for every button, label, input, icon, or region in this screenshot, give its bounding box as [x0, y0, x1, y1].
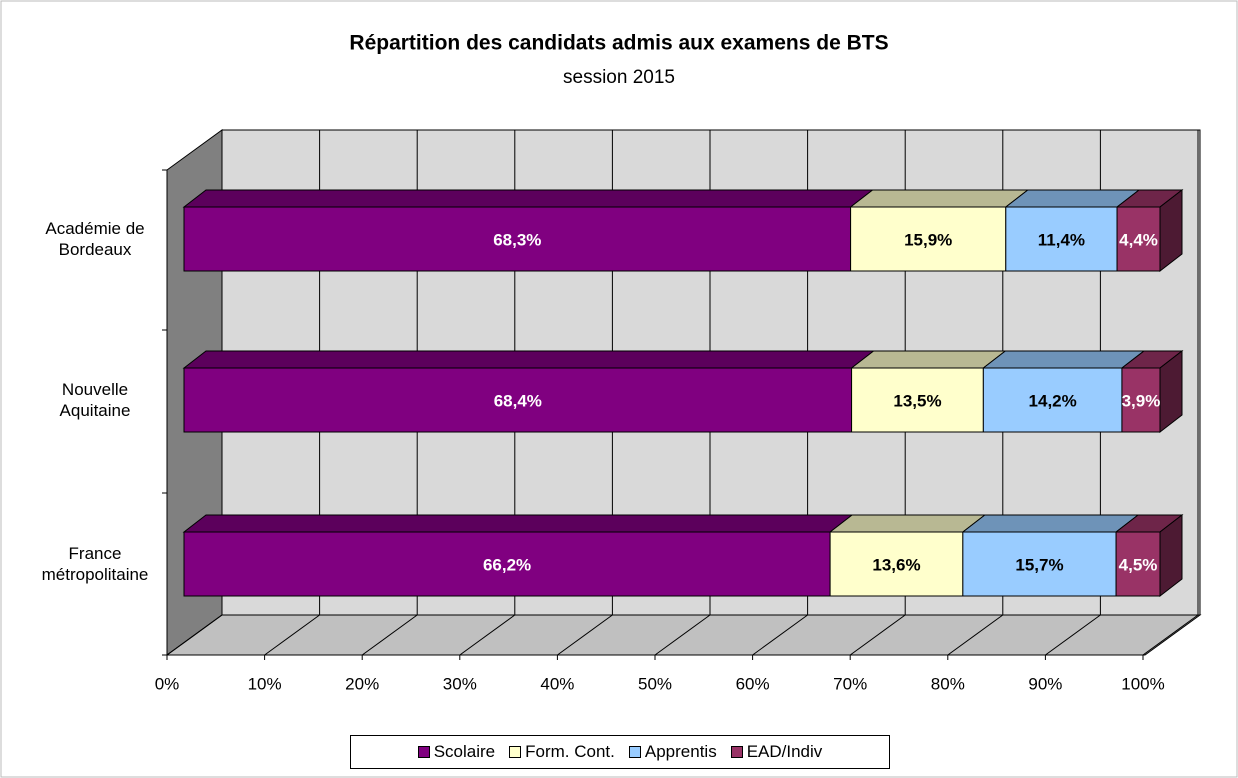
- data-label: 68,3%: [493, 230, 541, 249]
- bar: [850, 206, 1007, 272]
- bar-top: [961, 514, 1140, 533]
- floor-grid-line: [557, 614, 613, 656]
- bar: [1005, 206, 1118, 272]
- floor-grid-line: [166, 614, 223, 656]
- floor: [165, 614, 1202, 656]
- data-label: 4,4%: [1119, 230, 1158, 249]
- x-tick-label: 40%: [540, 674, 574, 693]
- bar: [962, 531, 1117, 597]
- data-label: 15,7%: [1015, 555, 1063, 574]
- legend-item: Form. Cont.: [509, 742, 615, 762]
- chart-subtitle: session 2015: [563, 67, 675, 88]
- floor-grid-line: [752, 614, 808, 656]
- bars: 68,3% 15,9% 11,4% 4,4% 68,4% 13,5% 14,2% 3,9% 66…: [182, 188, 1184, 598]
- x-tick-label: 10%: [248, 674, 282, 693]
- bar-top: [182, 514, 854, 533]
- legend-swatch: [509, 746, 522, 758]
- data-label: 4,5%: [1119, 555, 1158, 574]
- bar: [1115, 531, 1161, 597]
- floor-grid-line: [1045, 614, 1101, 656]
- x-tick-label: 90%: [1028, 674, 1062, 693]
- floor-grid-line: [264, 614, 320, 656]
- floor-grid-line: [947, 614, 1004, 656]
- x-tick-label: 50%: [638, 674, 672, 693]
- legend-label: Form. Cont.: [525, 742, 615, 761]
- data-label: 3,9%: [1122, 391, 1161, 410]
- floor-grid-line: [459, 614, 516, 656]
- bar-side: [1159, 513, 1183, 598]
- bar: [183, 206, 852, 272]
- bar: [1116, 206, 1161, 272]
- data-label: 13,5%: [893, 391, 941, 410]
- bar: [851, 367, 984, 433]
- bar-top: [850, 350, 1007, 369]
- data-label: 13,6%: [872, 555, 920, 574]
- x-tick-label: 80%: [931, 674, 965, 693]
- data-label: 14,2%: [1029, 391, 1077, 410]
- bar-top: [182, 350, 876, 369]
- bar: [982, 367, 1123, 433]
- x-tick-label: 20%: [345, 674, 379, 693]
- floor-grid-line: [1142, 614, 1199, 656]
- bar: [183, 531, 831, 597]
- legend-label: EAD/Indiv: [746, 742, 823, 761]
- legend-item: Apprentis: [628, 742, 717, 762]
- x-tick-label: 0%: [155, 674, 180, 693]
- legend-label: Apprentis: [644, 742, 717, 761]
- floor-grid-line: [849, 614, 906, 656]
- legend-label: Scolaire: [433, 742, 496, 761]
- data-label: 15,9%: [904, 230, 952, 249]
- bar: [1121, 367, 1161, 433]
- bar-top: [182, 189, 875, 208]
- bar-top: [981, 350, 1146, 369]
- legend: Scolaire Form. Cont. Apprentis EAD/Indiv: [350, 735, 890, 769]
- data-label: 68,4%: [494, 391, 542, 410]
- floor-grid-line: [361, 614, 418, 656]
- bar-top: [828, 514, 987, 533]
- legend-swatch: [628, 746, 641, 758]
- x-tick-label: 60%: [736, 674, 770, 693]
- bar-top: [1004, 189, 1141, 208]
- y-tick-label: France métropolitaine: [41, 544, 149, 584]
- legend-item: EAD/Indiv: [730, 742, 823, 762]
- data-label: 11,4%: [1038, 230, 1085, 249]
- y-tick-label: Nouvelle Aquitaine: [59, 380, 131, 420]
- x-tick-label: 70%: [833, 674, 867, 693]
- legend-swatch: [730, 746, 743, 758]
- bar-side: [1159, 349, 1183, 434]
- x-tick-label: 30%: [443, 674, 477, 693]
- legend-swatch: [417, 746, 430, 758]
- legend-item: Scolaire: [417, 742, 496, 762]
- chart-title: Répartition des candidats admis aux exam…: [349, 32, 888, 55]
- x-tick-label: 100%: [1121, 674, 1164, 693]
- bar-side: [1159, 188, 1183, 273]
- floor-grid-line: [654, 614, 711, 656]
- y-tick-label: Académie de Bordeaux: [45, 219, 145, 259]
- bar-top: [849, 189, 1030, 208]
- bar: [183, 367, 853, 433]
- data-label: 66,2%: [483, 555, 531, 574]
